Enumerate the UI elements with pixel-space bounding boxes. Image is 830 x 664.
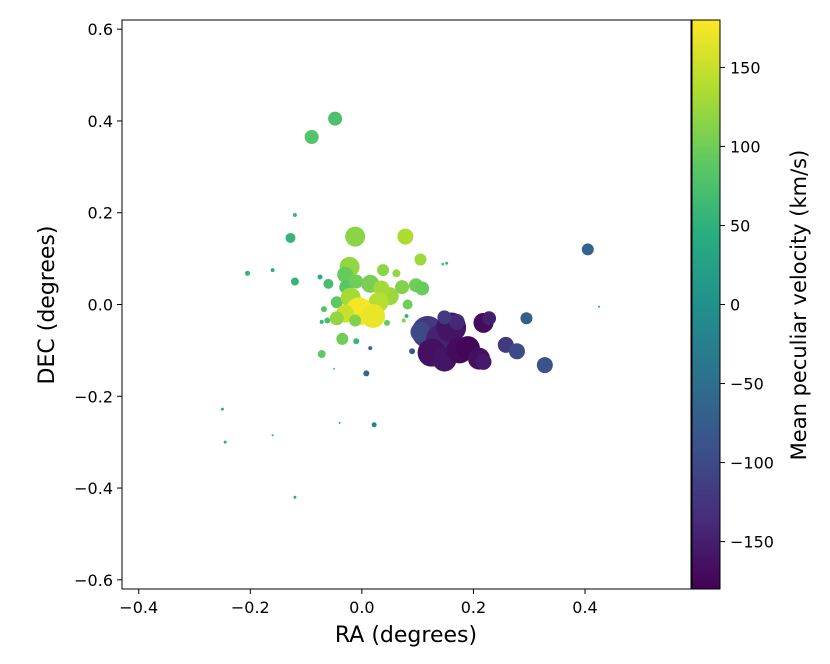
x-tick-label: 0.2	[461, 598, 486, 617]
data-point	[363, 370, 370, 377]
data-point	[410, 322, 431, 343]
data-point	[271, 434, 274, 437]
data-point	[293, 495, 297, 499]
data-point	[397, 228, 414, 245]
data-point	[317, 350, 326, 359]
data-point	[336, 332, 349, 345]
data-point	[445, 261, 449, 265]
data-point	[223, 440, 227, 444]
y-tick-label: −0.2	[74, 387, 113, 406]
colorbar-tick-label: −50	[730, 375, 764, 394]
data-point	[349, 314, 362, 327]
data-point	[290, 277, 299, 286]
data-point	[337, 266, 354, 283]
data-point	[329, 311, 344, 326]
data-point	[285, 232, 296, 243]
data-point	[353, 338, 360, 345]
data-point	[401, 318, 406, 323]
colorbar-ticks: 150 100 50 0 −50 −100 −150	[720, 58, 774, 552]
data-point	[292, 213, 297, 218]
x-axis-label: RA (degrees)	[335, 623, 477, 648]
data-point	[536, 357, 553, 374]
data-point	[581, 243, 594, 256]
colorbar-tick-label: 150	[730, 58, 761, 77]
y-tick-label: −0.4	[74, 479, 113, 498]
plot-area	[121, 19, 692, 590]
data-point	[448, 313, 465, 330]
data-point	[437, 310, 452, 325]
x-tick-label: 0.4	[572, 598, 597, 617]
data-point	[441, 262, 445, 266]
data-point	[320, 306, 327, 313]
colorbar-tick-label: −100	[730, 454, 774, 473]
x-tick-label: −0.4	[119, 598, 158, 617]
colorbar-tick-label: 50	[730, 216, 750, 235]
data-point	[304, 130, 319, 145]
data-point	[520, 312, 533, 325]
data-point	[317, 274, 323, 280]
y-tick-label: 0.0	[88, 296, 113, 315]
data-point	[323, 278, 334, 289]
data-point	[270, 268, 275, 273]
data-point	[508, 343, 525, 360]
colorbar-gradient	[691, 19, 721, 590]
x-axis: −0.4 −0.2 0.0 0.2 0.4	[119, 589, 598, 617]
y-tick-label: −0.6	[74, 571, 113, 590]
colorbar-label: Mean peculiar velocity (km/s)	[787, 150, 811, 461]
data-point	[414, 253, 427, 266]
data-point	[332, 367, 335, 370]
data-point	[377, 264, 390, 277]
y-axis: −0.6 −0.4 −0.2 0.0 0.2 0.4 0.6	[74, 20, 122, 590]
y-tick-label: 0.2	[88, 204, 113, 223]
y-tick-label: 0.6	[88, 20, 113, 39]
colorbar: 150 100 50 0 −50 −100 −150 Mean peculiar veloc…	[691, 19, 811, 590]
x-tick-label: −0.2	[231, 598, 270, 617]
colorbar-tick-label: 0	[730, 296, 740, 315]
data-point	[597, 305, 600, 308]
data-point	[395, 280, 410, 295]
data-point	[349, 274, 364, 289]
data-point	[361, 303, 386, 328]
colorbar-tick-label: 100	[730, 137, 761, 156]
y-axis-label: DEC (degrees)	[35, 226, 60, 385]
data-point	[220, 407, 224, 411]
data-point	[392, 269, 401, 278]
x-tick-label: 0.0	[349, 598, 374, 617]
data-point	[415, 281, 430, 296]
colorbar-tick-label: −150	[730, 533, 774, 552]
data-point	[338, 421, 341, 424]
data-point	[345, 226, 366, 247]
data-point	[383, 319, 390, 326]
data-point	[402, 299, 413, 310]
y-tick-label: 0.4	[88, 112, 113, 131]
data-point	[328, 111, 343, 126]
data-point	[245, 270, 251, 276]
data-point	[324, 317, 331, 324]
data-point	[371, 422, 377, 428]
data-point	[404, 313, 409, 318]
data-point	[482, 311, 497, 326]
data-point	[330, 296, 343, 309]
data-point	[409, 348, 416, 355]
data-points	[220, 111, 600, 499]
data-point	[319, 319, 324, 324]
data-point	[475, 353, 492, 370]
data-point	[368, 346, 373, 351]
